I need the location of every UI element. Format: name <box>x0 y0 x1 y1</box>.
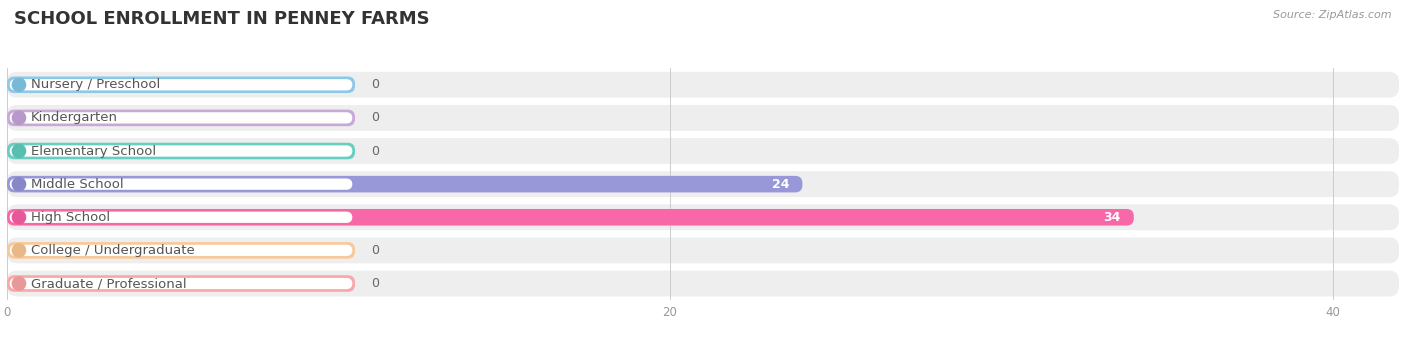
Text: Elementary School: Elementary School <box>31 145 156 158</box>
FancyBboxPatch shape <box>7 105 1399 131</box>
FancyBboxPatch shape <box>10 178 353 190</box>
FancyBboxPatch shape <box>7 109 354 126</box>
FancyBboxPatch shape <box>7 143 354 159</box>
Text: High School: High School <box>31 211 110 224</box>
FancyBboxPatch shape <box>7 271 1399 296</box>
FancyBboxPatch shape <box>7 204 1399 230</box>
FancyBboxPatch shape <box>10 245 353 256</box>
FancyBboxPatch shape <box>10 278 353 289</box>
Text: 24: 24 <box>772 178 789 191</box>
FancyBboxPatch shape <box>10 145 353 157</box>
FancyBboxPatch shape <box>7 209 1133 225</box>
FancyBboxPatch shape <box>7 72 1399 98</box>
FancyBboxPatch shape <box>7 138 1399 164</box>
FancyBboxPatch shape <box>10 79 353 90</box>
Text: Middle School: Middle School <box>31 178 124 191</box>
FancyBboxPatch shape <box>10 212 353 223</box>
Text: 0: 0 <box>371 277 380 290</box>
Text: Kindergarten: Kindergarten <box>31 112 118 124</box>
FancyBboxPatch shape <box>7 275 354 292</box>
FancyBboxPatch shape <box>7 237 1399 263</box>
Circle shape <box>13 244 25 257</box>
FancyBboxPatch shape <box>7 242 354 259</box>
FancyBboxPatch shape <box>10 112 353 123</box>
Circle shape <box>13 144 25 158</box>
Text: 0: 0 <box>371 112 380 124</box>
FancyBboxPatch shape <box>7 76 354 93</box>
Circle shape <box>13 211 25 224</box>
Text: Source: ZipAtlas.com: Source: ZipAtlas.com <box>1274 10 1392 20</box>
Text: 34: 34 <box>1104 211 1121 224</box>
Text: 0: 0 <box>371 78 380 91</box>
Circle shape <box>13 111 25 124</box>
Text: College / Undergraduate: College / Undergraduate <box>31 244 195 257</box>
Text: 0: 0 <box>371 244 380 257</box>
Circle shape <box>13 78 25 91</box>
FancyBboxPatch shape <box>7 176 803 192</box>
Text: SCHOOL ENROLLMENT IN PENNEY FARMS: SCHOOL ENROLLMENT IN PENNEY FARMS <box>14 10 430 28</box>
Text: Graduate / Professional: Graduate / Professional <box>31 277 187 290</box>
FancyBboxPatch shape <box>7 171 1399 197</box>
Circle shape <box>13 277 25 290</box>
Text: 0: 0 <box>371 145 380 158</box>
Text: Nursery / Preschool: Nursery / Preschool <box>31 78 160 91</box>
Circle shape <box>13 178 25 191</box>
